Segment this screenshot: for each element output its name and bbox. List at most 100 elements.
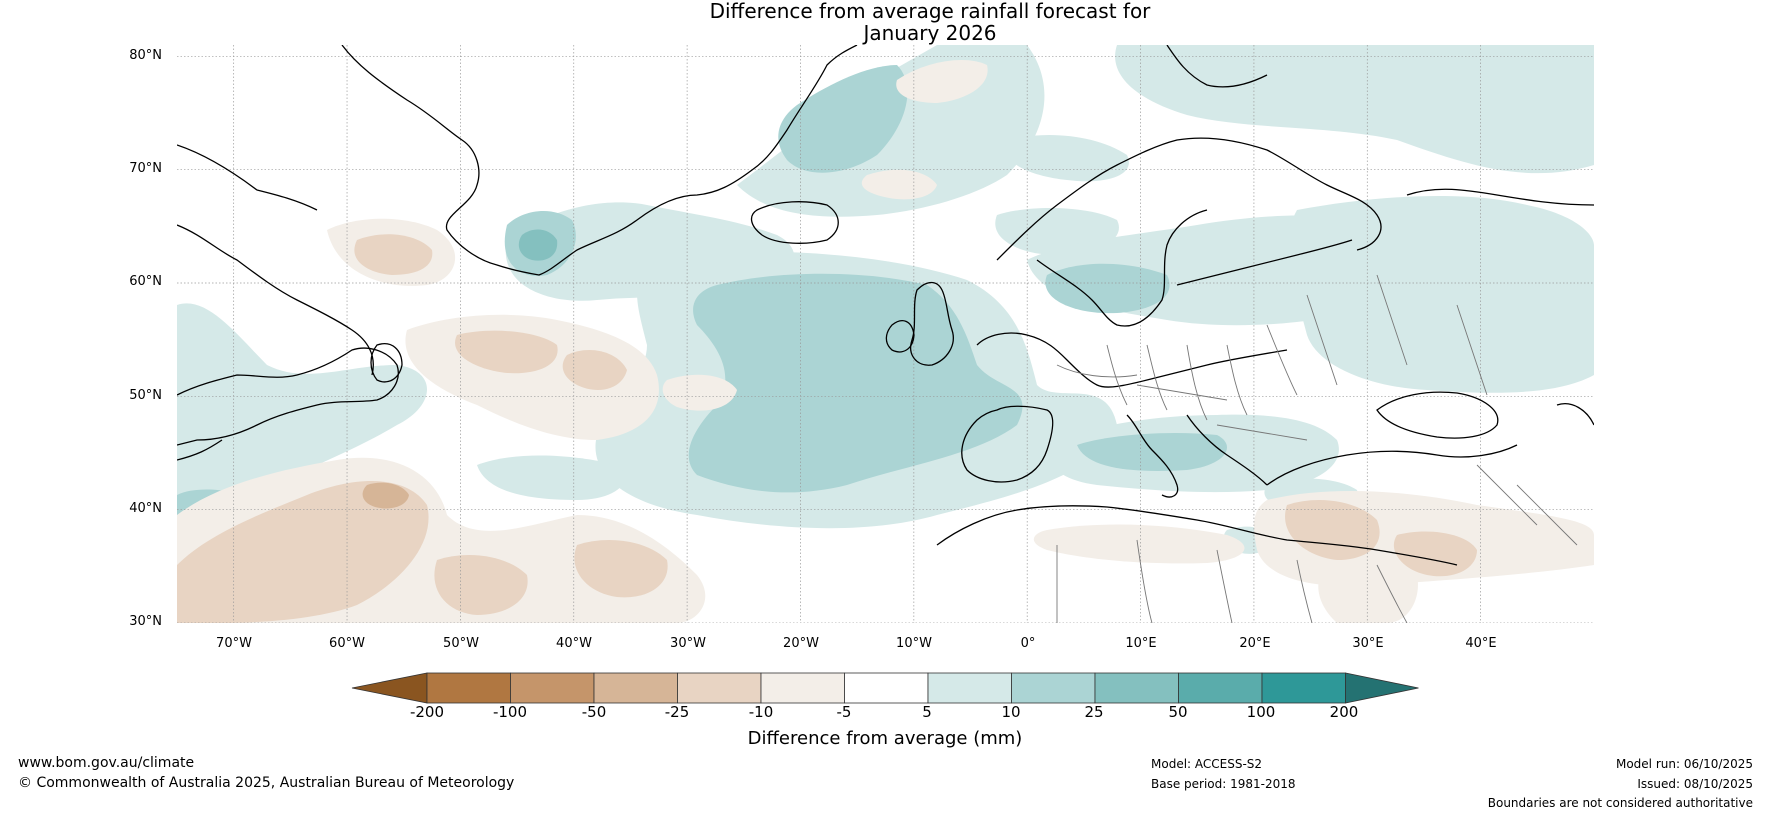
lat-label-40n: 40°N (129, 501, 162, 516)
lon-label-50w: 50°W (443, 636, 479, 651)
lon-label-0: 0° (1020, 636, 1036, 651)
lat-label-80n: 80°N (129, 48, 162, 63)
colorbar-extend-high (1345, 672, 1419, 704)
lon-label-20e: 20°E (1239, 636, 1271, 651)
map-title-line-2: January 2026 (863, 21, 997, 45)
colorbar-label: Difference from average (mm) (747, 728, 1023, 749)
anomaly-fills (177, 45, 1594, 623)
coast-europe-north (976, 332, 1288, 388)
dry-area-med-south (1033, 524, 1245, 564)
map-gridlines (177, 45, 1594, 623)
coast-newfoundland (370, 343, 403, 383)
coast-finland (1176, 239, 1353, 286)
lon-label-20w: 20°W (783, 636, 819, 651)
website-link[interactable]: www.bom.gov.au/climate (18, 755, 195, 771)
lon-label-30w: 30°W (670, 636, 706, 651)
lon-label-60w: 60°W (329, 636, 365, 651)
issued-text: Issued: 08/10/2025 (1637, 777, 1753, 791)
disclaimer-text: Boundaries are not considered authoritat… (1487, 796, 1753, 810)
model-text: Model: ACCESS-S2 (1151, 757, 1263, 771)
dry-area-subtropical-core (177, 481, 429, 623)
lat-label-50n: 50°N (129, 388, 162, 403)
copyright-text: © Commonwealth of Australia 2025, Austra… (18, 775, 515, 791)
wet-area-scandinavia-russia (1288, 195, 1594, 393)
wet-area-svalbard (1115, 45, 1594, 174)
coast-black-sea (1376, 391, 1499, 439)
colorbar-tick: 100 (1246, 703, 1276, 721)
coast-svalbard (1166, 45, 1268, 88)
coast-iceland (750, 201, 839, 244)
coast-britain (910, 281, 954, 366)
wet-area-biscay-core (688, 273, 1023, 493)
rainfall-anomaly-map (177, 45, 1594, 623)
map-title-line-1: Difference from average rainfall forecas… (709, 0, 1151, 23)
coast-ireland (885, 320, 915, 353)
coast-italy (1126, 414, 1179, 498)
wet-area-denmark-strait (505, 202, 795, 301)
colorbar (351, 672, 1419, 704)
coast-greenland (341, 45, 858, 276)
coast-labrador (177, 224, 374, 376)
dry-area-arctic-mid (861, 169, 937, 200)
wet-area-norway-coast-core (1045, 263, 1170, 314)
colorbar-segment (593, 672, 678, 704)
lat-label-70n: 70°N (129, 161, 162, 176)
colorbar-tick: 25 (1084, 703, 1104, 721)
dry-area-subtropical-mid (574, 540, 668, 598)
lat-label-30n: 30°N (129, 614, 162, 629)
coast-norway (996, 137, 1382, 261)
model-run-text: Model run: 06/10/2025 (1615, 757, 1753, 771)
colorbar-tick: -25 (664, 703, 690, 721)
lon-label-30e: 30°E (1352, 636, 1384, 651)
colorbar-segment (426, 672, 511, 704)
coast-nova-scotia (177, 347, 399, 446)
coast-caspian (1556, 403, 1594, 426)
colorbar-tick: -200 (409, 703, 445, 721)
lon-label-70w: 70°W (216, 636, 252, 651)
colorbar-tick: 10 (1001, 703, 1021, 721)
coast-balkans (1186, 414, 1268, 486)
coast-us-east (177, 439, 223, 461)
lon-label-40e: 40°E (1465, 636, 1497, 651)
wet-area-denmark-strait-max (518, 229, 558, 261)
map-canvas (177, 45, 1594, 623)
colorbar-segment (844, 672, 929, 704)
dry-area-east-med-south (1318, 559, 1418, 623)
lat-label-60n: 60°N (129, 274, 162, 289)
coast-north-africa (936, 505, 1458, 566)
dry-area-arctic-ne (896, 60, 988, 103)
colorbar-tick: 200 (1329, 703, 1359, 721)
colorbar-segment (927, 672, 1012, 704)
coast-sweden-baltic (1036, 209, 1208, 327)
dry-area-aegean-core (1285, 500, 1380, 560)
dry-area-greenland-south-core (354, 234, 433, 275)
lon-label-40w: 40°W (556, 636, 592, 651)
coast-russia-arctic (1406, 188, 1594, 206)
coast-iberia (961, 405, 1054, 483)
wet-area-arctic-mid (1005, 135, 1129, 182)
colorbar-tick: -5 (836, 703, 852, 721)
dry-area-newfoundland-core (562, 350, 627, 390)
dry-area-subtropical-east (434, 555, 528, 615)
colorbar-tick: 50 (1168, 703, 1188, 721)
coast-baffin (177, 144, 318, 211)
colorbar-segment (1094, 672, 1179, 704)
colorbar-segment (1011, 672, 1096, 704)
colorbar-segment (677, 672, 762, 704)
colorbar-tick: -10 (748, 703, 774, 721)
coastlines (177, 45, 1594, 566)
wet-area-alps-core (1077, 433, 1227, 471)
base-period-text: Base period: 1981-2018 (1151, 777, 1296, 791)
dry-area-azores-north (662, 374, 737, 411)
dry-area-labrador-core (455, 330, 558, 374)
wet-area-greenland-sea-core (778, 65, 908, 173)
dry-area-subtropical-max (362, 482, 409, 509)
country-borders (1056, 274, 1578, 623)
colorbar-segment (1178, 672, 1263, 704)
wet-area-canary (477, 455, 625, 500)
colorbar-segment (510, 672, 595, 704)
colorbar-segment (760, 672, 845, 704)
colorbar-extend-low (351, 672, 428, 704)
colorbar-segments (351, 672, 1419, 704)
colorbar-tick: 5 (922, 703, 932, 721)
